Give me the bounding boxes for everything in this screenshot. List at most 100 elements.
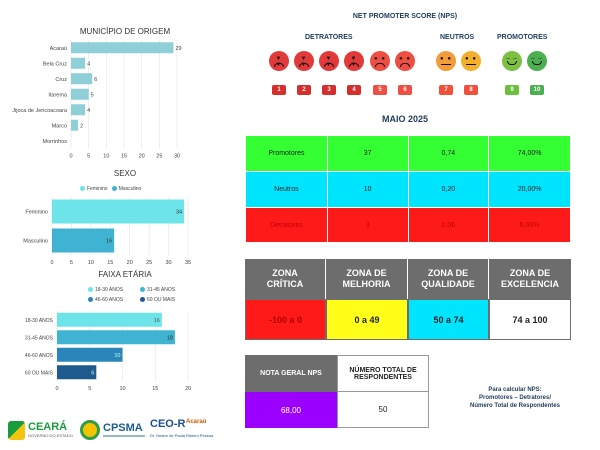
score-10: 10	[530, 85, 544, 95]
face-happy-icon: ‒ ‒	[502, 51, 522, 71]
formula-note: Para calcular NPS: Promotores – Detrator…	[455, 386, 575, 410]
face-happy-icon: ‒ ‒	[527, 51, 547, 71]
total-respondents-value: 50	[337, 392, 429, 428]
nps-score-value: 68,00	[245, 392, 337, 428]
row-count: 37	[326, 135, 409, 172]
legend-46-60: 46-60 ANOS	[88, 295, 140, 305]
row-label: Promotores	[245, 135, 328, 172]
legend-masculino: Masculino	[111, 186, 141, 192]
promotores-heading: PROMOTORES	[497, 34, 548, 41]
face-angry-icon: ▼ ▼	[294, 51, 314, 71]
zone-excelencia-header: ZONA DE EXCELENCIA	[489, 259, 571, 299]
ceo-name: CEO-R	[150, 418, 186, 430]
nps-title: NET PROMOTER SCORE (NPS)	[352, 13, 458, 20]
bar	[57, 365, 97, 380]
category-label: 60 OU MAIS	[25, 370, 54, 376]
value-label: 4	[87, 61, 90, 67]
score-9: 9	[505, 85, 519, 95]
bar	[57, 312, 162, 327]
category-label: Feminino	[25, 210, 48, 216]
face-neutral-icon: ● ●	[436, 51, 456, 71]
score-4: 4	[347, 85, 361, 95]
logo-cpsma: CPSMA	[80, 418, 148, 444]
total-respondents-label: NÚMERO TOTAL DE RESPONDENTES	[337, 355, 429, 392]
table-row: Neutros 10 0,20 20,00%	[245, 171, 571, 208]
value-label: 5	[91, 92, 94, 98]
score-1: 1	[272, 85, 286, 95]
tick-label: 20	[185, 386, 191, 392]
face-angry-icon: ▼ ▼	[319, 51, 339, 71]
zone-critica-header: ZONA CRÍTICA	[245, 259, 326, 299]
face-sad-icon: ● ●	[395, 51, 415, 71]
tick-label: 25	[146, 260, 152, 265]
row-percent: 20,00%	[488, 171, 571, 208]
bar	[71, 57, 86, 69]
sex-legend: Feminino Masculino	[80, 186, 141, 192]
score-2: 2	[297, 85, 311, 95]
value-label: 4	[87, 108, 90, 114]
score-8: 8	[464, 85, 478, 95]
tick-label: 10	[119, 386, 125, 392]
score-7: 7	[439, 85, 453, 95]
score-6: 6	[398, 85, 412, 95]
bar	[57, 347, 123, 362]
score-5: 5	[373, 85, 387, 95]
nps-score-label: NOTA GERAL NPS	[245, 355, 337, 392]
ceara-emblem-icon	[8, 421, 25, 440]
row-count: 3	[326, 207, 409, 243]
row-count: 10	[326, 171, 409, 208]
value-label: 16	[106, 239, 112, 245]
category-label: Morrinhos	[43, 139, 68, 145]
tick-label: 30	[166, 260, 172, 265]
tick-label: 10	[88, 260, 94, 265]
tick-label: 0	[69, 154, 72, 160]
category-label: 18-30 ANOS	[25, 318, 54, 324]
cpsma-sub-line	[103, 435, 145, 437]
face-neutral-icon: ● ●	[461, 51, 481, 71]
category-label: Itarema	[48, 92, 68, 98]
legend-31-45: 31-45 ANOS	[140, 285, 175, 295]
formula-line-2: Promotores – Detratores/	[478, 395, 552, 401]
bar	[52, 228, 115, 253]
value-label: 34	[176, 210, 182, 216]
category-label: Acaraú	[50, 46, 67, 52]
tick-label: 35	[185, 260, 191, 265]
face-sad-icon: ● ●	[370, 51, 390, 71]
tick-label: 0	[55, 386, 58, 392]
category-label: Marco	[52, 123, 67, 129]
neutros-heading: NEUTROS	[440, 34, 475, 41]
legend-feminino: Feminino	[80, 186, 108, 192]
category-label: Jijoca de Jericoacoara	[12, 108, 68, 114]
category-label: Cruz	[55, 77, 67, 83]
value-label: 29	[175, 46, 181, 52]
formula-line-3: Número Total de Respondentes	[470, 403, 560, 409]
tick-label: 0	[50, 260, 53, 265]
row-percent: 6,00%	[488, 207, 571, 243]
value-label: 16	[154, 318, 160, 324]
zone-excelencia-range: 74 a 100	[489, 299, 571, 340]
table-row: Promotores 37 0,74 74,00%	[245, 135, 571, 172]
zone-melhoria-header: ZONA DE MELHORIA	[326, 259, 408, 299]
zone-melhoria-range: 0 a 49	[326, 299, 408, 340]
tick-label: 5	[70, 260, 73, 265]
cpsma-name: CPSMA	[103, 422, 143, 434]
tick-label: 30	[174, 154, 180, 160]
score-3: 3	[322, 85, 336, 95]
tick-label: 5	[88, 386, 91, 392]
legend-18-30: 18-30 ANOS	[88, 285, 140, 295]
table-row: Detratores 3 0,06 6,00%	[245, 207, 571, 243]
category-label: Bela Cruz	[43, 61, 67, 67]
period-title: MAIO 2025	[381, 114, 429, 124]
row-ratio: 0,06	[407, 207, 490, 243]
age-legend: 18-30 ANOS 31-45 ANOS 46-60 ANOS 60 OU MAI…	[88, 285, 198, 305]
value-label: 6	[91, 370, 94, 376]
tick-label: 25	[156, 154, 162, 160]
bar	[71, 42, 174, 54]
value-label: 10	[114, 353, 120, 359]
face-angry-icon: ▼ ▼	[269, 51, 289, 71]
row-ratio: 0,74	[407, 135, 490, 172]
face-angry-icon: ▼ ▼	[344, 51, 364, 71]
tick-label: 15	[152, 386, 158, 392]
category-label: 31-45 ANOS	[25, 335, 54, 341]
legend-60-mais: 60 OU MAIS	[140, 295, 175, 305]
